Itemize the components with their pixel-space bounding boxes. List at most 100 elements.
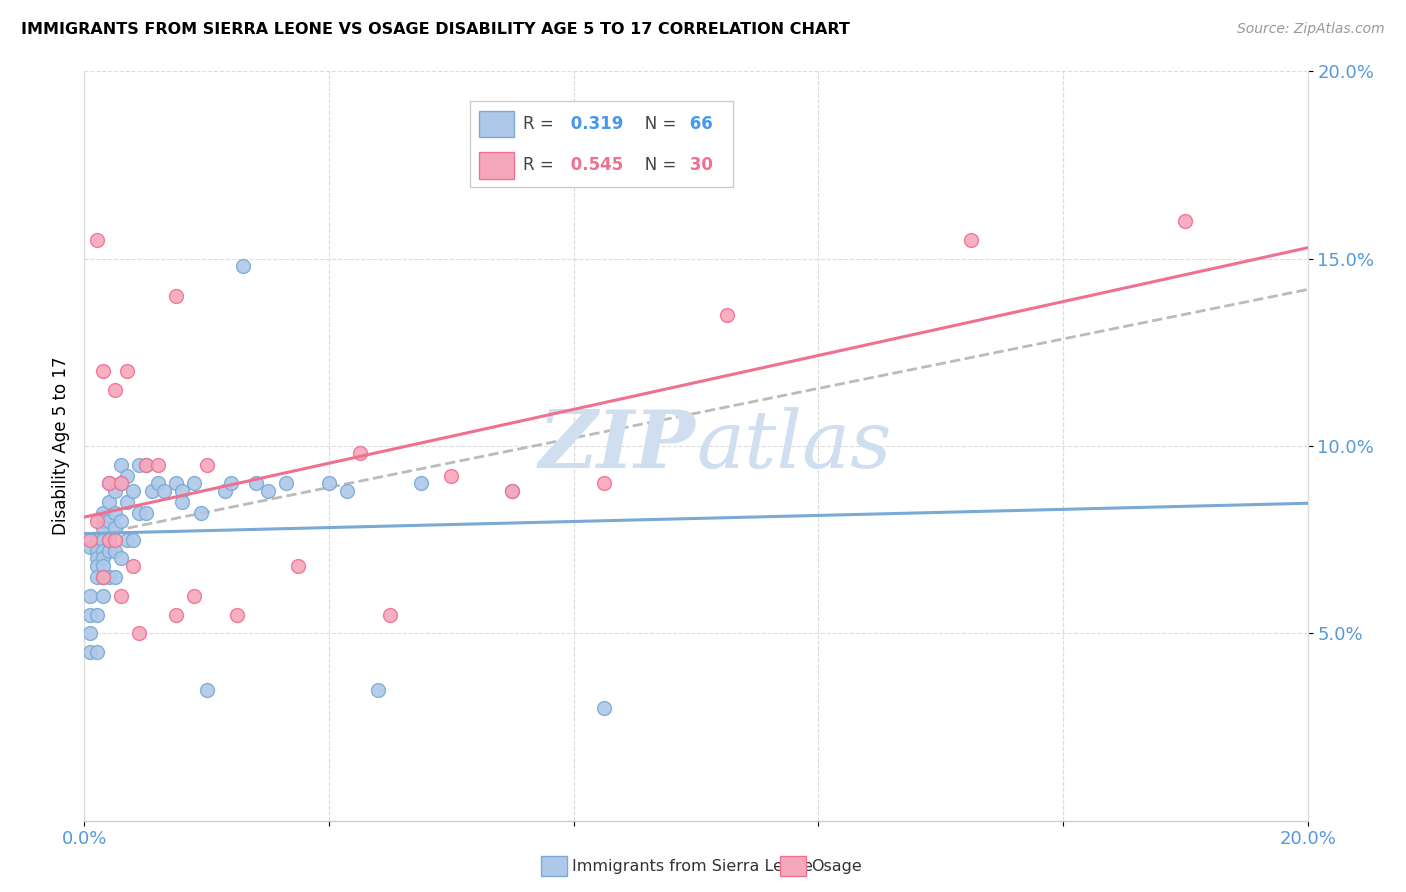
Text: Osage: Osage xyxy=(811,859,862,873)
Point xyxy=(276,476,298,491)
Point xyxy=(122,483,145,498)
Point xyxy=(232,259,254,273)
Point xyxy=(128,507,150,521)
Point xyxy=(79,533,101,547)
Point xyxy=(104,483,127,498)
Text: R =: R = xyxy=(523,115,560,133)
Point xyxy=(195,458,218,472)
Bar xyxy=(479,153,513,178)
Text: Source: ZipAtlas.com: Source: ZipAtlas.com xyxy=(1237,22,1385,37)
Point xyxy=(86,570,108,584)
Point xyxy=(91,551,114,566)
Point xyxy=(115,364,138,378)
Point xyxy=(110,551,132,566)
Point xyxy=(502,483,524,498)
Point xyxy=(86,514,108,528)
Point xyxy=(104,521,127,535)
Point xyxy=(91,514,114,528)
Point xyxy=(128,458,150,472)
Point xyxy=(172,483,194,498)
Point xyxy=(122,558,145,573)
Point xyxy=(79,645,101,659)
Point xyxy=(86,551,108,566)
Point xyxy=(593,476,616,491)
Point xyxy=(219,476,242,491)
Bar xyxy=(479,112,513,137)
Point xyxy=(115,469,138,483)
Point xyxy=(110,476,132,491)
Point xyxy=(79,589,101,603)
Point xyxy=(165,607,187,622)
Point xyxy=(97,533,120,547)
Point xyxy=(91,507,114,521)
Point xyxy=(183,589,205,603)
Text: N =: N = xyxy=(628,156,682,174)
Point xyxy=(165,289,187,303)
Point xyxy=(115,495,138,509)
Text: R =: R = xyxy=(523,156,560,174)
Point xyxy=(104,570,127,584)
Point xyxy=(409,476,432,491)
Point xyxy=(91,521,114,535)
Point xyxy=(349,446,371,460)
Point xyxy=(135,507,157,521)
Point xyxy=(172,495,194,509)
Text: N =: N = xyxy=(628,115,682,133)
Point xyxy=(960,233,983,247)
Point xyxy=(318,476,340,491)
Point xyxy=(440,469,463,483)
Point xyxy=(245,476,267,491)
Point xyxy=(86,544,108,558)
Point xyxy=(226,607,249,622)
Point xyxy=(79,626,101,640)
Text: ZIP: ZIP xyxy=(538,408,696,484)
Point xyxy=(287,558,309,573)
Point xyxy=(128,626,150,640)
Point xyxy=(135,458,157,472)
Text: IMMIGRANTS FROM SIERRA LEONE VS OSAGE DISABILITY AGE 5 TO 17 CORRELATION CHART: IMMIGRANTS FROM SIERRA LEONE VS OSAGE DI… xyxy=(21,22,851,37)
Point xyxy=(104,533,127,547)
Point xyxy=(257,483,280,498)
Point xyxy=(97,514,120,528)
Point xyxy=(214,483,236,498)
Point xyxy=(110,458,132,472)
Point xyxy=(146,458,169,472)
Point xyxy=(195,682,218,697)
Point xyxy=(336,483,359,498)
FancyBboxPatch shape xyxy=(470,102,733,187)
Text: Immigrants from Sierra Leone: Immigrants from Sierra Leone xyxy=(572,859,813,873)
Point xyxy=(367,682,389,697)
Point xyxy=(153,483,176,498)
Point xyxy=(104,383,127,397)
Text: 66: 66 xyxy=(683,115,713,133)
Point xyxy=(1174,214,1197,228)
Point xyxy=(91,558,114,573)
Point xyxy=(91,589,114,603)
Point xyxy=(146,476,169,491)
Point xyxy=(380,607,402,622)
Point xyxy=(97,544,120,558)
Point xyxy=(183,476,205,491)
Text: 30: 30 xyxy=(683,156,713,174)
Point xyxy=(86,233,108,247)
Point xyxy=(91,364,114,378)
Point xyxy=(110,514,132,528)
Text: 0.319: 0.319 xyxy=(565,115,623,133)
Text: atlas: atlas xyxy=(696,408,891,484)
Point xyxy=(135,458,157,472)
Point xyxy=(97,570,120,584)
Point xyxy=(110,589,132,603)
Point xyxy=(97,533,120,547)
Point xyxy=(110,476,132,491)
Point xyxy=(86,607,108,622)
Point xyxy=(91,570,114,584)
Point xyxy=(86,558,108,573)
Point xyxy=(104,544,127,558)
Point xyxy=(190,507,212,521)
Point xyxy=(502,483,524,498)
Point xyxy=(165,476,187,491)
Point xyxy=(716,308,738,322)
Point xyxy=(115,533,138,547)
Point xyxy=(79,607,101,622)
Point xyxy=(86,533,108,547)
